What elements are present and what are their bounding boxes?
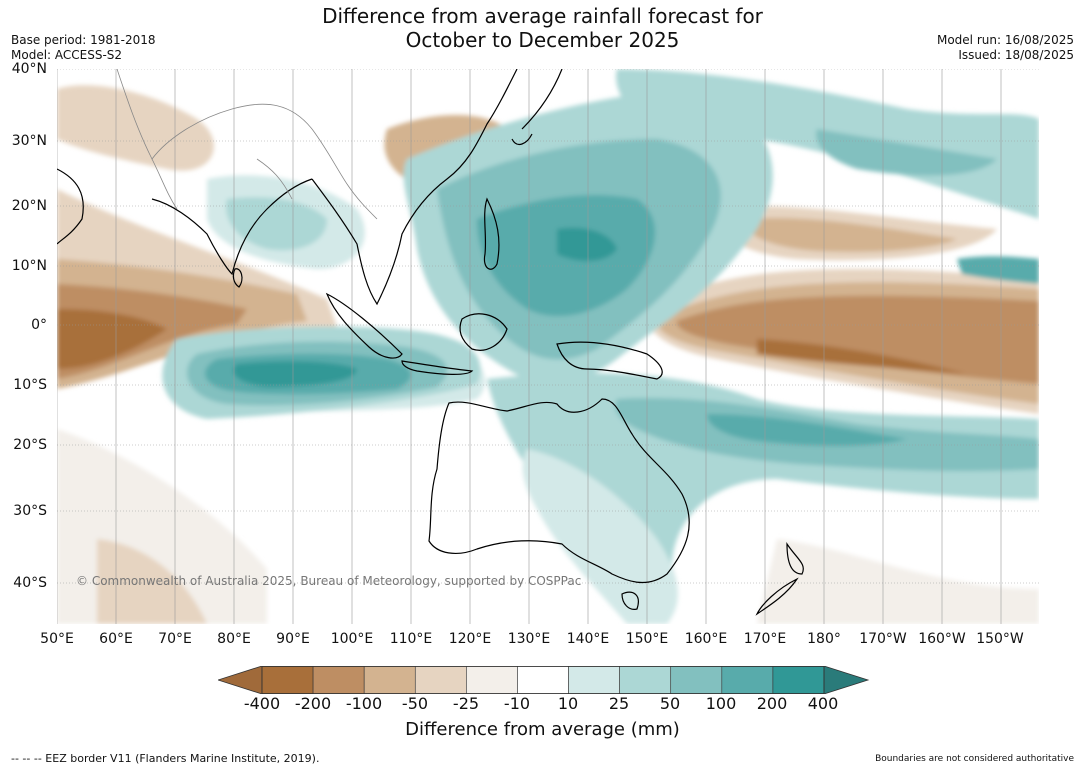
java-coastline	[401, 360, 474, 375]
lat-label: 30°N	[11, 133, 47, 149]
lon-label: 150°E	[625, 631, 669, 647]
base-period-text: Base period: 1981-2018	[11, 33, 156, 47]
coastlines	[57, 69, 804, 616]
tasmania-coastline	[621, 591, 639, 610]
arabia-coastline	[57, 168, 84, 245]
model-text: Model: ACCESS-S2	[11, 48, 123, 62]
colorbar-cells	[261, 666, 825, 694]
colorbar-cell	[568, 666, 620, 694]
lat-label: 10°N	[11, 258, 47, 274]
india-coastline	[151, 178, 313, 276]
lon-label: 120°E	[448, 631, 492, 647]
issued-text: Issued: 18/08/2025	[958, 48, 1074, 62]
colorbar-cell	[772, 666, 825, 694]
map-canvas	[57, 69, 1039, 624]
colorbar-tick: -10	[503, 694, 531, 713]
australia-coastline	[428, 398, 690, 584]
lon-label: 50°E	[40, 631, 74, 647]
colorbar-tick: -400	[243, 694, 281, 713]
lat-label: 30°S	[13, 503, 47, 519]
rainfall-anomaly-map	[57, 69, 1039, 624]
lon-label: 100°E	[330, 631, 374, 647]
colorbar-cell	[619, 666, 672, 694]
new-zealand-coastline	[755, 542, 804, 616]
lon-label: 110°E	[389, 631, 433, 647]
lon-label: 170°E	[743, 631, 787, 647]
lon-label: 150°W	[976, 631, 1024, 647]
colorbar-tick: 100	[705, 694, 737, 713]
eez-border-note: -- -- -- EEZ border V11 (Flanders Marine…	[11, 752, 320, 765]
lat-label: 10°S	[13, 377, 47, 393]
model-run-info: Model run: 16/08/2025 Issued: 18/08/2025	[937, 33, 1074, 63]
lat-label: 20°S	[13, 437, 47, 453]
lon-label: 60°E	[99, 631, 133, 647]
colorbar-tick: 25	[608, 694, 630, 713]
title-line-2: October to December 2025	[405, 28, 680, 52]
colorbar-tick: -25	[452, 694, 480, 713]
lon-label: 130°E	[507, 631, 551, 647]
colorbar-cell	[312, 666, 365, 694]
colorbar-label: Difference from average (mm)	[405, 719, 680, 740]
colorbar-cell	[517, 666, 569, 694]
colorbar-cell	[261, 666, 314, 694]
colorbar-cell	[670, 666, 723, 694]
colorbar-cell	[466, 666, 518, 694]
colorbar-tick: -200	[294, 694, 332, 713]
boundaries-disclaimer: Boundaries are not considered authoritat…	[875, 754, 1074, 764]
map-title: Difference from average rainfall forecas…	[0, 4, 1085, 52]
title-line-1: Difference from average rainfall forecas…	[322, 4, 763, 28]
sumatra-coastline	[325, 292, 403, 359]
lon-label: 170°W	[859, 631, 907, 647]
colorbar-cell	[721, 666, 774, 694]
colorbar-high-extend	[823, 666, 870, 694]
rainfall-anomaly-shading	[57, 69, 1039, 624]
model-run-text: Model run: 16/08/2025	[936, 33, 1074, 47]
lon-label: 90°E	[276, 631, 310, 647]
lon-label: 160°W	[918, 631, 966, 647]
lon-label: 180°	[807, 631, 841, 647]
colorbar-cell	[363, 666, 416, 694]
lon-label: 70°E	[158, 631, 192, 647]
borneo-coastline	[459, 313, 508, 351]
graticule	[57, 69, 1039, 624]
colorbar-cell	[414, 666, 467, 694]
colorbar-frame	[261, 666, 825, 694]
base-period-info: Base period: 1981-2018 Model: ACCESS-S2	[11, 33, 156, 63]
colorbar-tick: 10	[557, 694, 579, 713]
colorbar-tick: 200	[756, 694, 788, 713]
sri-lanka-coastline	[232, 268, 243, 288]
lon-label: 160°E	[684, 631, 728, 647]
colorbar-tick: 400	[807, 694, 839, 713]
lat-label: 0°	[31, 317, 47, 333]
colorbar-tick: 50	[659, 694, 681, 713]
colorbar-low-extend	[218, 666, 263, 694]
philippines-coastline	[483, 197, 500, 270]
country-borders	[116, 69, 378, 220]
lat-label: 20°N	[11, 198, 47, 214]
lon-label: 140°E	[566, 631, 610, 647]
lat-label: 40°S	[13, 575, 47, 591]
lon-label: 80°E	[217, 631, 251, 647]
lat-label: 40°N	[11, 61, 47, 77]
japan-coastline	[511, 69, 563, 146]
colorbar-tick: -50	[401, 694, 429, 713]
southeast-asia-coastline	[311, 69, 518, 306]
colorbar-tick: -100	[345, 694, 383, 713]
copyright-notice: © Commonwealth of Australia 2025, Bureau…	[76, 574, 582, 588]
new-guinea-coastline	[556, 341, 663, 380]
colorbar	[218, 666, 870, 694]
